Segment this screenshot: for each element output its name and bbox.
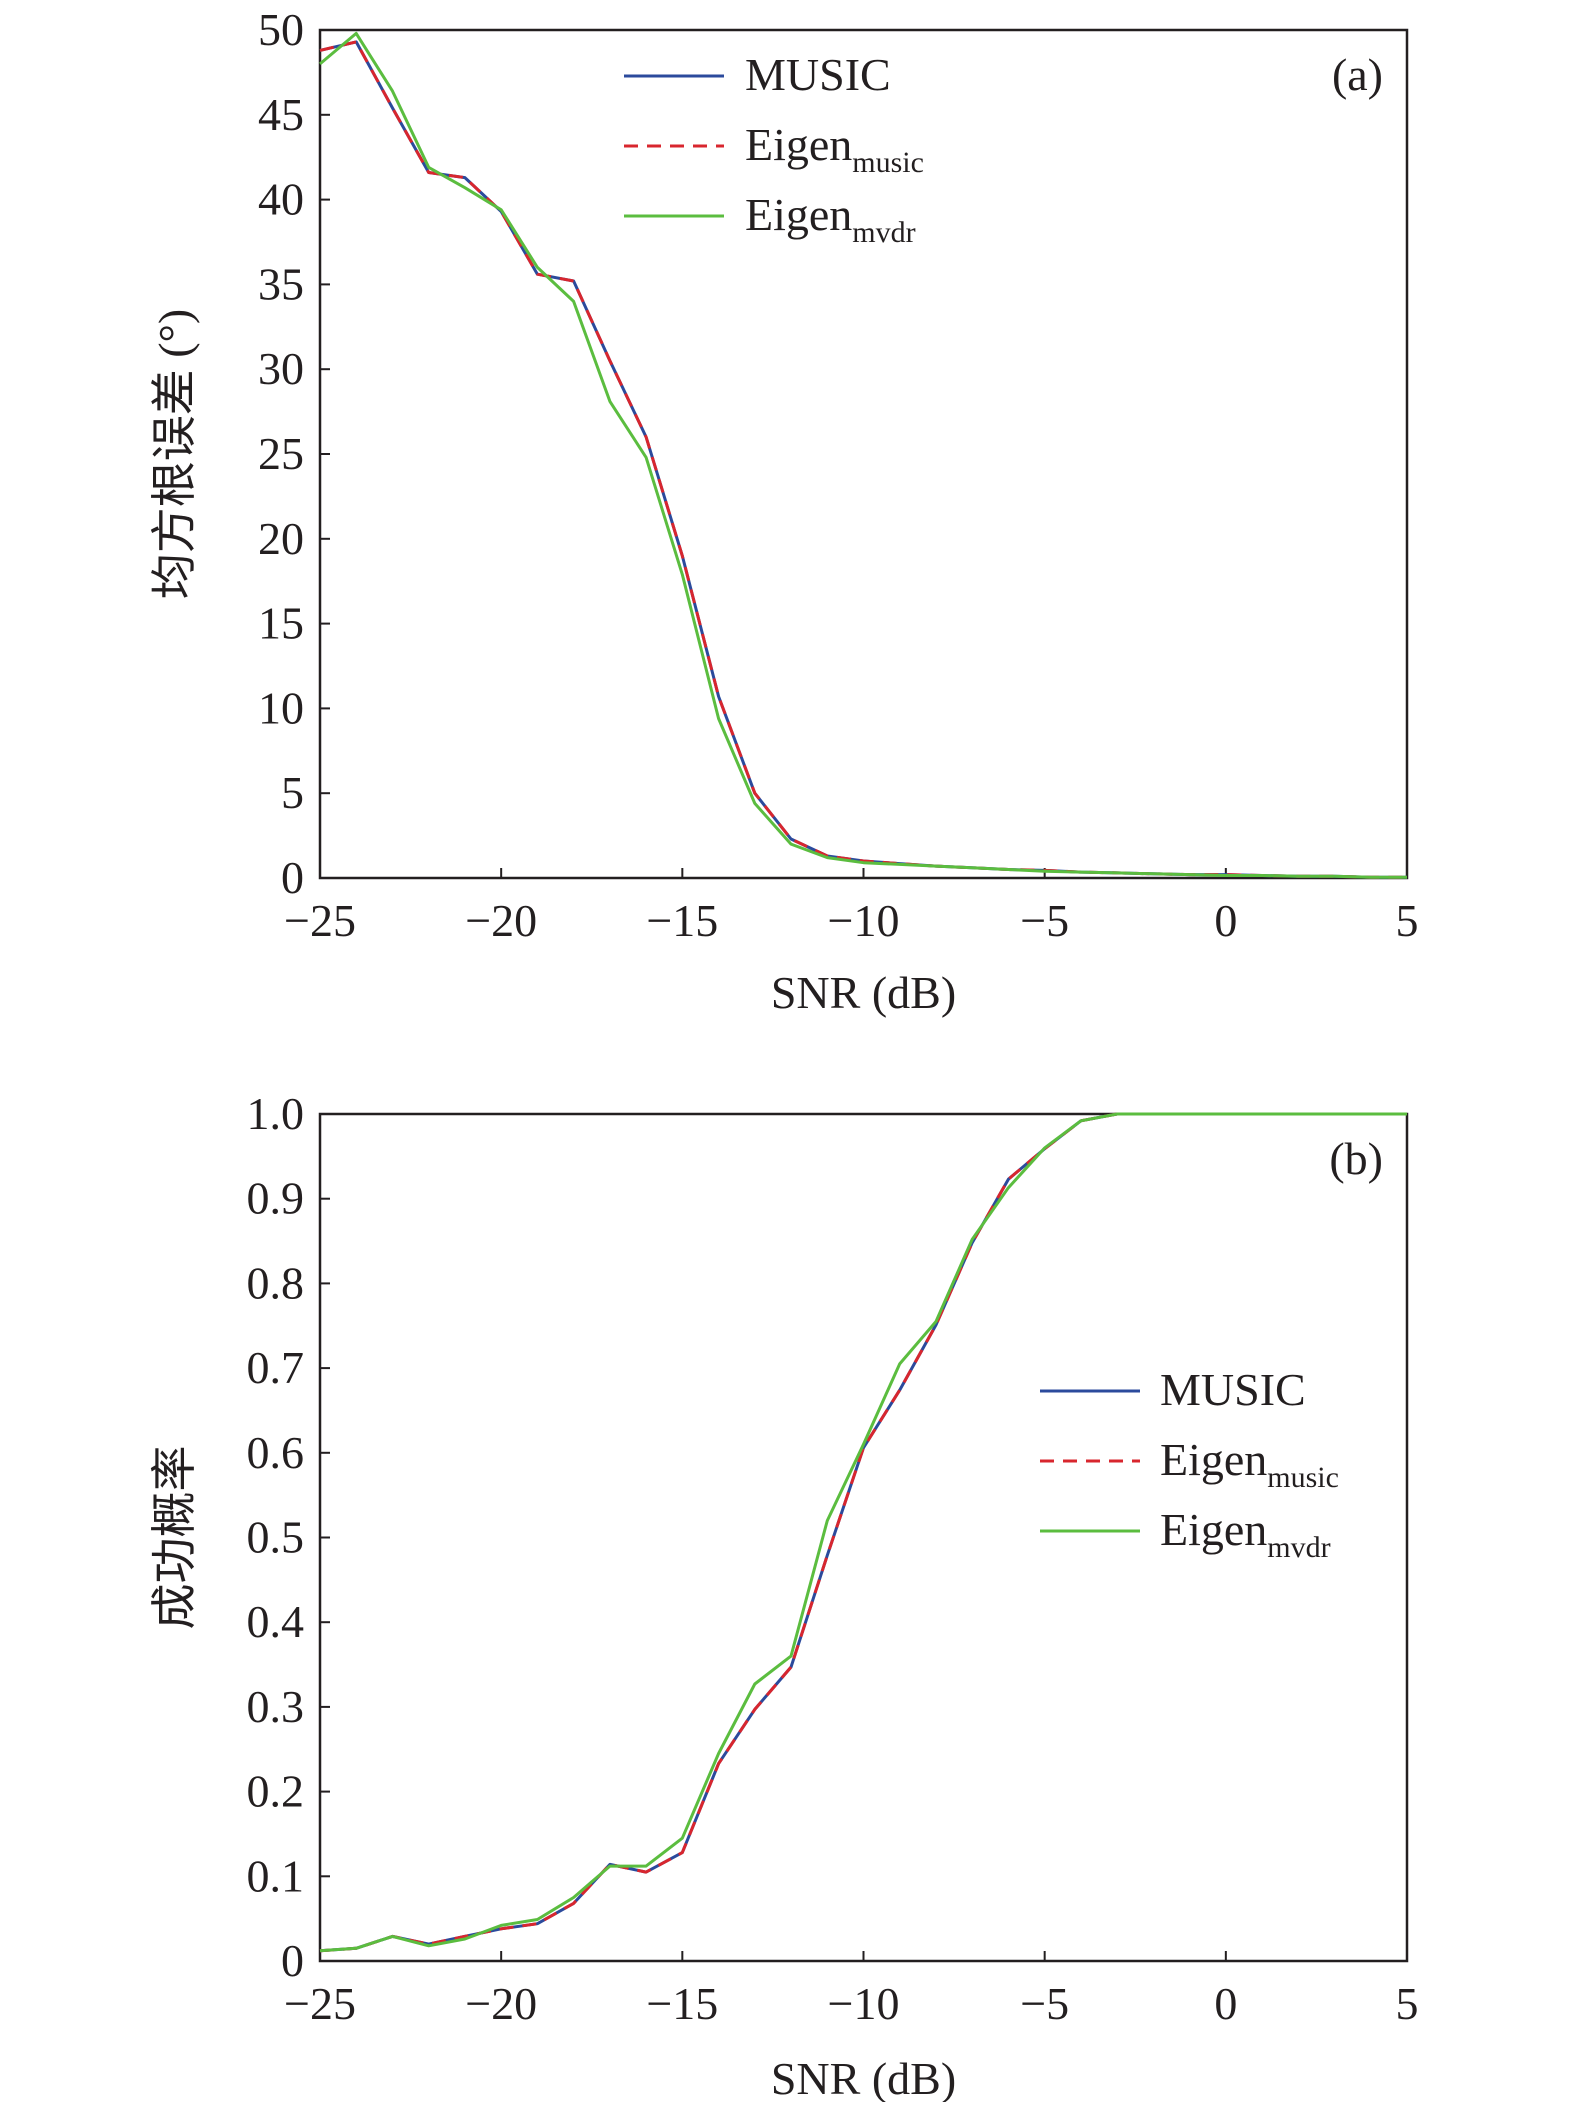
legend-entry-name: Eigen (745, 189, 852, 240)
y-axis-label: 成功概率 (149, 1446, 200, 1630)
y-tick-label: 0.5 (247, 1512, 305, 1563)
legend-entry-name: MUSIC (1160, 1364, 1306, 1415)
y-tick-label: 0.8 (247, 1257, 305, 1308)
x-tick-label: 5 (1396, 895, 1419, 946)
y-tick-label: 0.1 (247, 1850, 305, 1901)
series-line-2 (319, 1112, 1407, 1953)
y-tick-label: 25 (258, 428, 304, 479)
legend-entry-subscript: music (1267, 1461, 1339, 1494)
legend-entry: MUSIC (745, 49, 891, 100)
x-tick-label: −20 (465, 895, 537, 946)
legend-entry-name: Eigen (1160, 1504, 1267, 1555)
legend-entry: Eigenmvdr (1160, 1504, 1331, 1564)
x-tick-label: −25 (284, 895, 356, 946)
y-tick-label: 0.9 (247, 1173, 305, 1224)
legend-entry-name: Eigen (745, 119, 852, 170)
legend-entry-subscript: music (852, 146, 924, 179)
x-tick-label: 0 (1214, 895, 1237, 946)
y-tick-label: 0.2 (247, 1766, 305, 1817)
legend-entry-name: MUSIC (745, 49, 891, 100)
y-tick-label: 20 (258, 513, 304, 564)
y-tick-label: 30 (258, 343, 304, 394)
x-tick-label: 0 (1214, 1978, 1237, 2029)
x-tick-label: −25 (284, 1978, 356, 2029)
y-axis-label: 均方根误差 (°) (149, 309, 200, 600)
y-tick-label: 45 (258, 89, 304, 140)
series-line-1 (319, 40, 1407, 879)
y-tick-label: 0.7 (247, 1342, 305, 1393)
legend-entry-name: Eigen (1160, 1434, 1267, 1485)
panel-a: −25 −20 −15 −10 −5 0 505101520253035404550SNR … (149, 4, 1419, 1018)
x-axis-label: SNR (dB) (771, 2053, 956, 2102)
y-tick-label: 10 (258, 682, 304, 733)
x-axis-label: SNR (dB) (771, 967, 956, 1018)
y-tick-label: 15 (258, 598, 304, 649)
y-tick-label: 1.0 (247, 1088, 305, 1139)
panel-tag: (a) (1332, 49, 1383, 100)
x-tick-label: −10 (828, 1978, 900, 2029)
y-tick-label: 40 (258, 174, 304, 225)
y-tick-label: 0.3 (247, 1681, 305, 1732)
x-tick-label: −5 (1020, 1978, 1069, 2029)
series-line-2 (319, 31, 1407, 879)
y-tick-label: 0.6 (247, 1427, 305, 1478)
legend-entry: Eigenmusic (1160, 1434, 1339, 1494)
y-tick-label: 0 (281, 1935, 304, 1986)
x-tick-label: −15 (646, 1978, 718, 2029)
y-tick-label: 50 (258, 4, 304, 55)
legend-entry: MUSIC (1160, 1364, 1306, 1415)
y-tick-label: 5 (281, 767, 304, 818)
x-tick-label: −15 (646, 895, 718, 946)
y-tick-label: 35 (258, 258, 304, 309)
x-tick-label: −20 (465, 1978, 537, 2029)
legend-entry-subscript: mvdr (852, 216, 915, 249)
legend-entry-subscript: mvdr (1267, 1531, 1330, 1564)
panel-b: −25 −20 −15 −10 −5 0 5 0 0.1 0.2 0.3 0.4 0.5 0.6 0.7 0.… (149, 1088, 1419, 2102)
legend-entry: Eigenmusic (745, 119, 924, 179)
x-tick-label: −10 (828, 895, 900, 946)
panel-tag: (b) (1329, 1133, 1383, 1184)
x-tick-label: 5 (1396, 1978, 1419, 2029)
legend-entry: Eigenmvdr (745, 189, 916, 249)
y-tick-label: 0 (281, 852, 304, 903)
y-tick-label: 0.4 (247, 1596, 305, 1647)
x-tick-label: −5 (1020, 895, 1069, 946)
